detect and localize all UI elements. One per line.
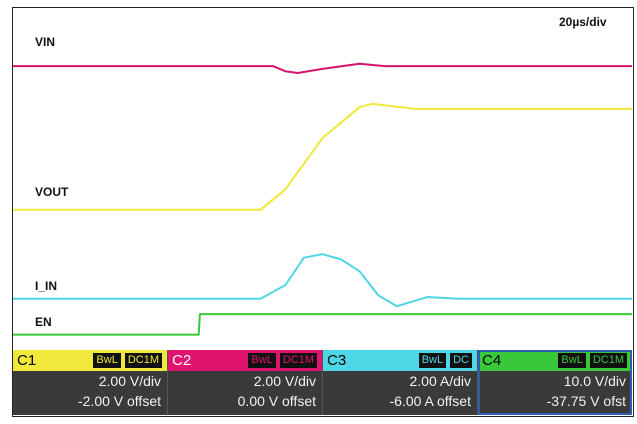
channel-1-offset: -2.00 V offset <box>77 393 161 409</box>
channel-2-header: C2 BwL DC1M <box>168 350 322 371</box>
oscilloscope-screen: 20µs/div VIN VOUT I_IN EN C1 BwL DC1M 2.… <box>12 7 634 417</box>
trace-vin <box>13 62 632 74</box>
channel-3-bw-tag: BwL <box>417 352 448 369</box>
channel-4-panel[interactable]: C4 BwL DC1M 10.0 V/div -37.75 V ofst <box>478 350 632 415</box>
channel-4-offset: -37.75 V ofst <box>546 393 626 409</box>
trace-en <box>13 313 632 336</box>
channel-4-bw-tag: BwL <box>557 352 587 369</box>
timebase-label: 20µs/div <box>559 15 607 29</box>
trace-vout <box>13 102 632 211</box>
channel-4-scale: 10.0 V/div <box>563 373 626 389</box>
channel-2-coupling-tag: DC1M <box>278 352 318 369</box>
channel-3-coupling-tag: DC <box>449 352 473 369</box>
trace-i-in <box>13 253 632 308</box>
channel-info-bar: C1 BwL DC1M 2.00 V/div -2.00 V offset C2… <box>13 350 632 415</box>
label-en: EN <box>35 315 52 329</box>
channel-2-name: C2 <box>172 352 192 369</box>
channel-1-panel[interactable]: C1 BwL DC1M 2.00 V/div -2.00 V offset <box>13 350 168 415</box>
label-vout: VOUT <box>35 185 69 199</box>
waveform-plot: 20µs/div VIN VOUT I_IN EN <box>13 15 632 336</box>
channel-3-panel[interactable]: C3 BwL DC 2.00 A/div -6.00 A offset <box>323 350 478 415</box>
channel-1-header: C1 BwL DC1M <box>13 350 167 371</box>
channel-4-coupling-tag: DC1M <box>588 352 628 369</box>
channel-2-offset: 0.00 V offset <box>237 393 316 409</box>
channel-1-scale: 2.00 V/div <box>98 373 161 389</box>
channel-2-scale: 2.00 V/div <box>253 373 316 389</box>
channel-1-bw-tag: BwL <box>92 352 122 369</box>
channel-3-scale: 2.00 A/div <box>409 373 472 389</box>
channel-1-coupling-tag: DC1M <box>123 352 163 369</box>
channel-3-header: C3 BwL DC <box>323 350 477 371</box>
channel-4-header: C4 BwL DC1M <box>478 350 632 371</box>
label-i-in: I_IN <box>35 279 57 293</box>
channel-2-panel[interactable]: C2 BwL DC1M 2.00 V/div 0.00 V offset <box>168 350 323 415</box>
channel-4-name: C4 <box>482 352 502 369</box>
channel-3-name: C3 <box>327 352 347 369</box>
label-vin: VIN <box>35 35 55 49</box>
channel-3-offset: -6.00 A offset <box>389 393 471 409</box>
channel-1-name: C1 <box>17 352 37 369</box>
channel-2-bw-tag: BwL <box>247 352 277 369</box>
